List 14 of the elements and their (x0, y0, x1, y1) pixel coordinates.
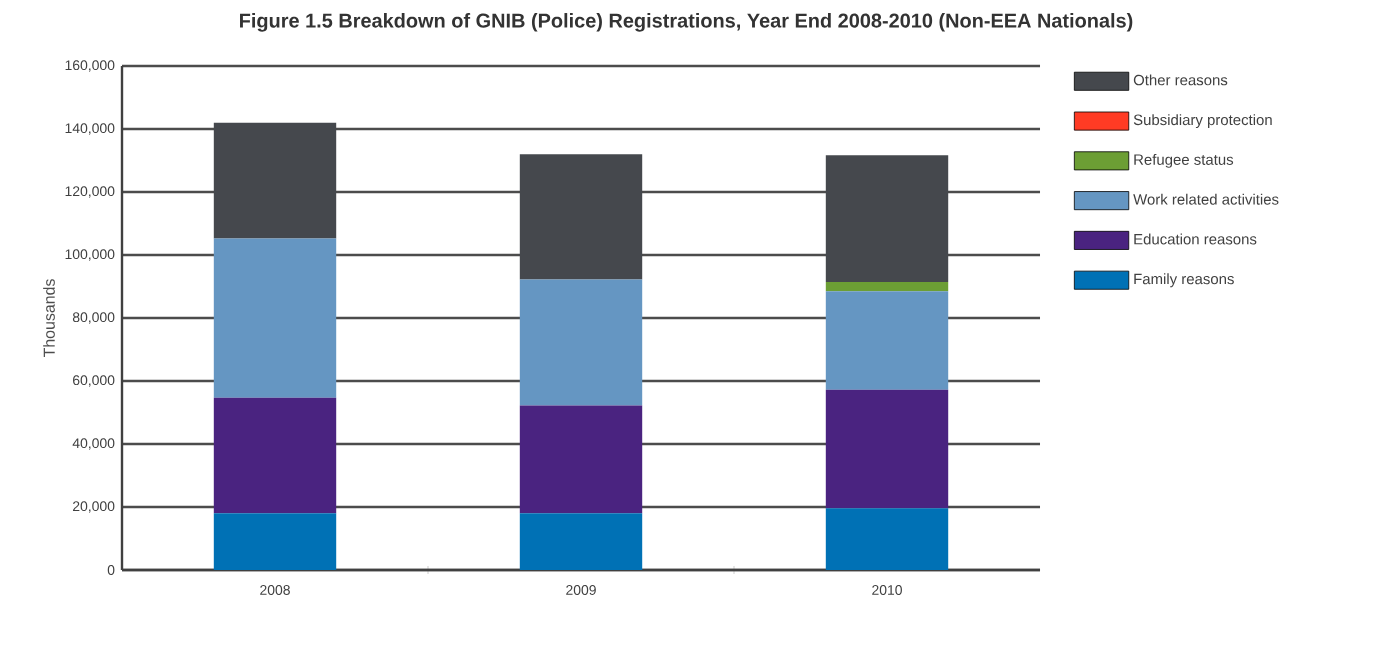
bar (825, 282, 949, 292)
bar (825, 508, 949, 570)
bar (213, 513, 337, 570)
bar (519, 513, 643, 570)
chart-title: Figure 1.5 Breakdown of GNIB (Police) Registrations, Year End 2008-2010 (Non-EEA Nationals) (240, 13, 1133, 32)
bar (519, 154, 643, 280)
bar (519, 279, 643, 406)
bar (825, 389, 949, 509)
bar (213, 122, 337, 239)
bar (213, 238, 337, 398)
bar (825, 155, 949, 283)
bar (213, 397, 337, 514)
bar (519, 405, 643, 514)
bar (825, 291, 949, 390)
